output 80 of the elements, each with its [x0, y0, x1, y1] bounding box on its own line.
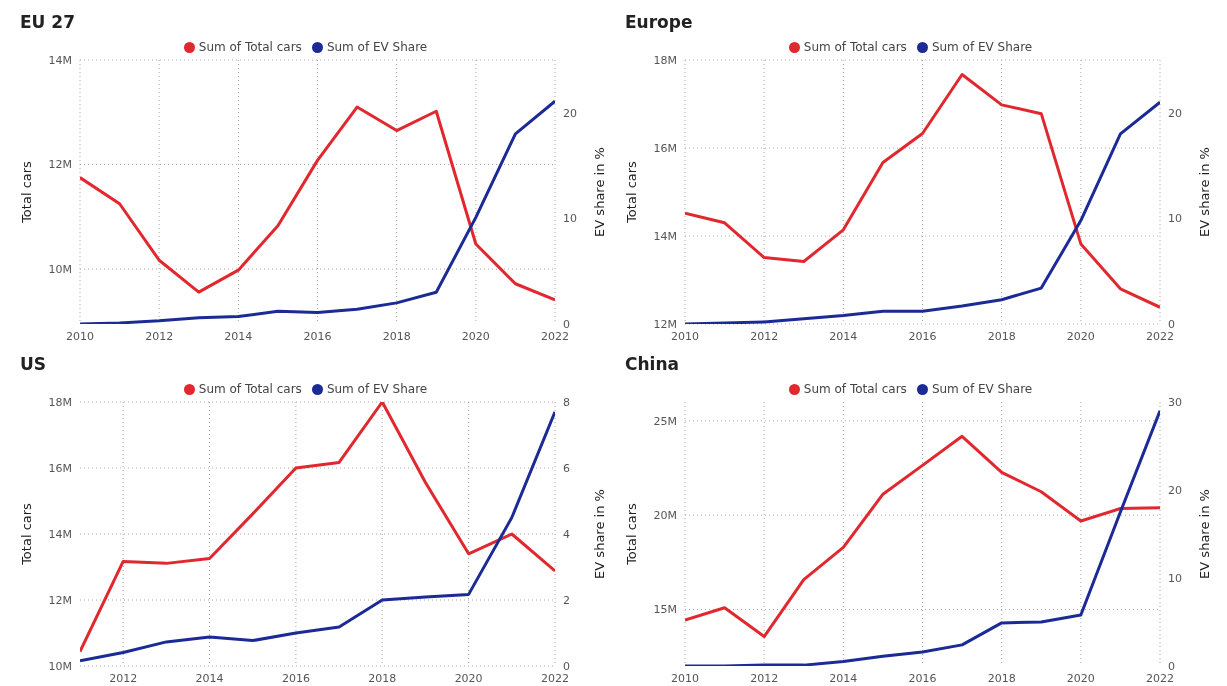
- y-tick-label: 18M: [48, 395, 72, 409]
- y-tick-label: 18M: [653, 53, 677, 67]
- y2-tick-label: 2: [563, 593, 570, 607]
- x-tick-label: 2010: [671, 671, 699, 685]
- y-tick-label: 10M: [48, 659, 72, 673]
- y-tick-label: 16M: [48, 461, 72, 475]
- x-tick-label: 2022: [1146, 329, 1174, 343]
- x-tick-label: 2010: [66, 329, 94, 343]
- y2-tick-label: 30: [1168, 395, 1182, 409]
- x-tick-label: 2016: [908, 329, 937, 343]
- x-tick-label: 2016: [908, 671, 937, 685]
- y-axis-title: Total cars: [623, 502, 639, 566]
- y2-axis-title: EV share in %: [1196, 147, 1212, 237]
- x-tick-label: 2022: [1146, 671, 1174, 685]
- x-tick-label: 2014: [829, 671, 858, 685]
- y-tick-label: 12M: [653, 317, 677, 331]
- y2-tick-label: 20: [1168, 106, 1182, 120]
- legend-label: Sum of EV Share: [326, 382, 428, 396]
- y2-tick-label: 0: [1168, 317, 1175, 331]
- y2-tick-label: 20: [1168, 483, 1182, 497]
- x-tick-label: 2018: [987, 671, 1016, 685]
- x-tick-label: 2020: [461, 329, 490, 343]
- x-tick-label: 2014: [195, 671, 224, 685]
- x-tick-label: 2016: [281, 671, 310, 685]
- y-axis-title: Total cars: [18, 502, 34, 566]
- x-tick-label: 2012: [750, 329, 779, 343]
- x-tick-label: 2014: [829, 329, 858, 343]
- y-tick-label: 12M: [48, 593, 72, 607]
- y-tick-label: 12M: [48, 158, 72, 172]
- y2-tick-label: 10: [1168, 212, 1182, 226]
- x-tick-label: 2020: [454, 671, 483, 685]
- x-tick-label: 2012: [109, 671, 138, 685]
- y2-tick-label: 10: [563, 212, 577, 226]
- x-tick-label: 2018: [368, 671, 397, 685]
- y2-tick-label: 4: [563, 527, 570, 541]
- legend-label: Sum of Total cars: [198, 382, 302, 396]
- chart-title: Europe: [624, 11, 694, 34]
- y-tick-label: 20M: [653, 509, 677, 523]
- x-tick-label: 2010: [671, 329, 699, 343]
- line-series: [685, 434, 1160, 639]
- y-axis-title: Total cars: [623, 160, 639, 224]
- y-tick-label: 15M: [653, 603, 677, 617]
- x-tick-label: 2012: [750, 671, 779, 685]
- legend-label: Sum of Total cars: [803, 40, 907, 54]
- legend-label: Sum of EV Share: [931, 40, 1033, 54]
- y-tick-label: 25M: [653, 414, 677, 428]
- chart-title: EU 27: [19, 11, 76, 34]
- y2-tick-label: 0: [563, 659, 570, 673]
- y2-axis-title: EV share in %: [591, 489, 607, 579]
- y-tick-label: 16M: [653, 141, 677, 155]
- y2-tick-label: 20: [563, 106, 577, 120]
- legend-label: Sum of Total cars: [803, 382, 907, 396]
- x-tick-label: 2018: [987, 329, 1016, 343]
- chart-title: China: [624, 353, 680, 376]
- legend-label: Sum of EV Share: [931, 382, 1033, 396]
- y2-tick-label: 10: [1168, 571, 1182, 585]
- y-tick-label: 14M: [48, 53, 72, 67]
- x-tick-label: 2018: [382, 329, 411, 343]
- y-axis-title: Total cars: [18, 160, 34, 224]
- x-tick-label: 2022: [541, 671, 569, 685]
- y2-tick-label: 8: [563, 395, 570, 409]
- line-series: [685, 73, 1160, 309]
- y-tick-label: 10M: [48, 263, 72, 277]
- y2-axis-title: EV share in %: [591, 147, 607, 237]
- y2-tick-label: 0: [563, 317, 570, 331]
- y-tick-label: 14M: [48, 527, 72, 541]
- line-series: [685, 409, 1160, 666]
- y2-tick-label: 6: [563, 461, 570, 475]
- y2-axis-title: EV share in %: [1196, 489, 1212, 579]
- x-tick-label: 2020: [1066, 329, 1095, 343]
- x-tick-label: 2016: [303, 329, 332, 343]
- y2-tick-label: 0: [1168, 659, 1175, 673]
- x-tick-label: 2014: [224, 329, 253, 343]
- legend-label: Sum of EV Share: [326, 40, 428, 54]
- x-tick-label: 2022: [541, 329, 569, 343]
- x-tick-label: 2020: [1066, 671, 1095, 685]
- x-tick-label: 2012: [145, 329, 174, 343]
- chart-title: US: [19, 353, 48, 376]
- y-tick-label: 14M: [653, 229, 677, 243]
- legend-label: Sum of Total cars: [198, 40, 302, 54]
